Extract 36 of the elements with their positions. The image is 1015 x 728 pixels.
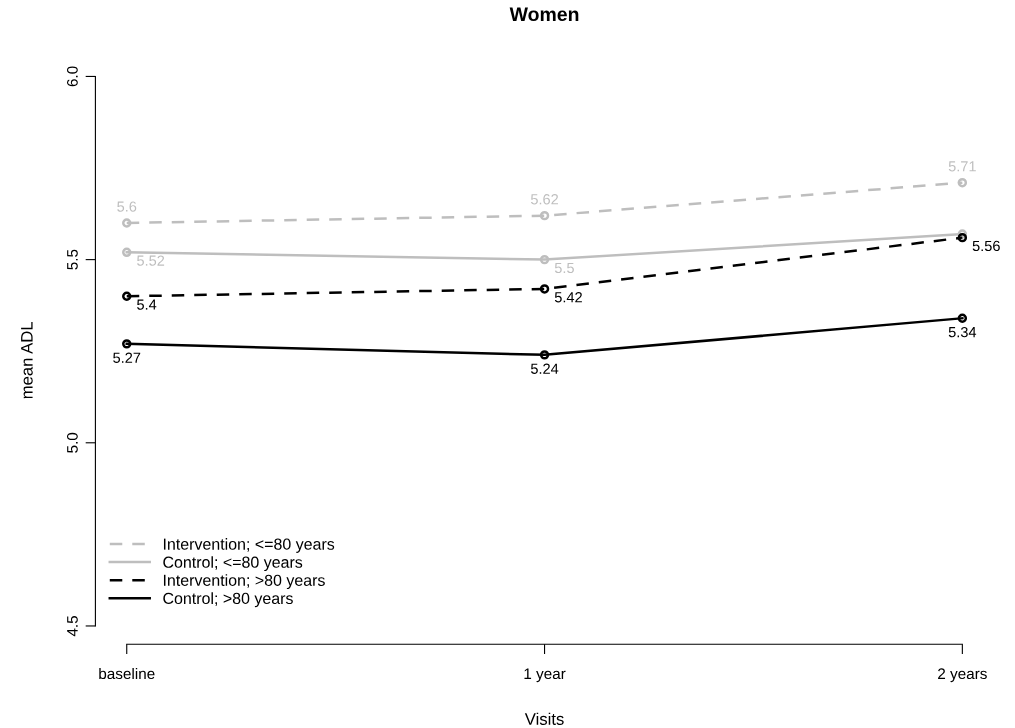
data-label: 5.52 — [137, 255, 165, 266]
legend-label: Intervention; >80 years — [163, 574, 325, 590]
point — [122, 247, 132, 258]
point — [957, 313, 968, 323]
data-label: 5.34 — [948, 326, 977, 338]
data-label: 5.56 — [972, 240, 1000, 252]
x-axis-title: Visits — [524, 712, 564, 725]
point — [122, 291, 132, 301]
y-tick-label: 4.5 — [67, 615, 78, 637]
point — [957, 177, 968, 188]
data-label: 5.42 — [554, 292, 582, 303]
legend-label: Control; <=80 years — [163, 556, 303, 572]
x-tick-label: 1 year — [524, 668, 566, 683]
y-axis-title: mean ADL — [21, 322, 33, 399]
legend-label: Intervention; <=80 years — [163, 538, 335, 553]
point — [957, 232, 968, 243]
data-label: 5.27 — [113, 352, 141, 363]
chart-title: Women — [509, 7, 579, 22]
y-tick-label: 6.0 — [66, 66, 78, 87]
point — [122, 339, 132, 349]
data-label: 5.4 — [137, 299, 157, 310]
x-tick-label: 2 years — [938, 668, 987, 683]
data-label: 5.24 — [530, 363, 559, 374]
point — [122, 218, 132, 228]
y-tick-label: 5.0 — [66, 432, 78, 453]
point — [539, 284, 550, 294]
legend-label: Control; >80 years — [163, 592, 293, 608]
data-label: 5.71 — [948, 161, 976, 172]
y-tick-label: 5.5 — [67, 249, 78, 270]
point — [539, 350, 550, 360]
data-label: 5.62 — [530, 194, 559, 205]
data-label: 5.6 — [117, 201, 137, 212]
data-label: 5.5 — [554, 262, 574, 274]
x-tick-label: baseline — [99, 667, 155, 680]
point — [539, 254, 550, 265]
point — [539, 210, 550, 221]
